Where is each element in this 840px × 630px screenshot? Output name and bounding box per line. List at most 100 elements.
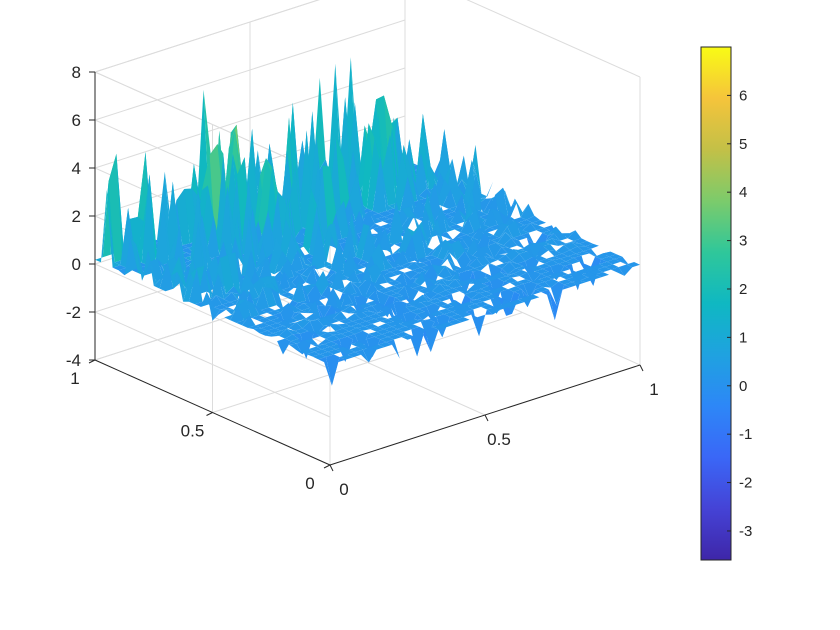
surface-cell (171, 256, 185, 289)
surface-cell (379, 243, 393, 271)
surface-cell (442, 316, 456, 338)
surface-cell (380, 336, 394, 343)
surface-cell (402, 206, 416, 219)
surface-cell (411, 198, 426, 219)
surface-cell (323, 323, 338, 327)
surface-cell (595, 272, 609, 278)
surface-cell (371, 281, 386, 291)
surface-cell (335, 136, 350, 221)
surface-cell (445, 237, 459, 240)
surface-cell (331, 357, 346, 386)
surface-cell (476, 256, 491, 266)
surface-cell (484, 256, 498, 264)
surface-cell (406, 226, 420, 237)
colorbar-tick-label: 1 (739, 329, 747, 346)
surface-cell (350, 281, 364, 299)
surface-cell (518, 219, 533, 226)
surface-cell (494, 286, 508, 292)
surface-cell (451, 309, 466, 315)
surface-cell (288, 303, 302, 313)
surface-cell (438, 214, 453, 225)
surface-cell (396, 272, 411, 280)
surface-cell (346, 313, 361, 322)
surface-cell (517, 279, 532, 284)
surface-cell (385, 267, 399, 272)
surface-cell (575, 269, 590, 275)
surface-cell (478, 273, 493, 291)
surface-cell (458, 188, 472, 222)
surface-cell (366, 318, 380, 324)
surface-cell (112, 265, 127, 271)
surface-cell (561, 230, 576, 239)
surface-cell (460, 218, 475, 235)
surface-cell (354, 330, 369, 350)
surface-cell (452, 232, 467, 240)
surface-cell (539, 276, 553, 282)
surface-cell (424, 291, 438, 300)
surface-cell (382, 218, 397, 224)
surface-cell (428, 278, 442, 286)
surface-cell (499, 226, 514, 238)
surface-cell (258, 256, 273, 282)
surface-cell (567, 230, 582, 241)
surface-cell (589, 253, 603, 257)
surface-cell (388, 250, 403, 265)
surface-cell (302, 300, 316, 314)
surface-cell (265, 315, 279, 321)
surface-cell (450, 237, 465, 243)
surface-cell (450, 209, 465, 225)
surface-cell (438, 308, 452, 315)
surface-cell (270, 288, 285, 312)
surface-cell (159, 261, 174, 292)
surface-cell (409, 334, 423, 357)
surface-cell (436, 179, 451, 207)
surface-cell (178, 228, 193, 276)
surface-cell (206, 291, 221, 321)
surface-cell (176, 189, 191, 246)
surface-cell (563, 242, 578, 250)
surface-cell (374, 317, 388, 322)
surface-cell (467, 144, 482, 194)
surface-cell (364, 323, 379, 330)
surface-cell (303, 188, 317, 254)
surface-cell (573, 255, 588, 275)
surface-cell (541, 289, 555, 321)
surface-cell (422, 294, 437, 302)
surface-cell (515, 220, 529, 236)
surface-cell (296, 303, 310, 311)
surface-cell (501, 220, 515, 227)
surface-cell (473, 164, 488, 199)
surface-cell (402, 250, 417, 263)
surface-cell (404, 286, 419, 305)
surface-cell (517, 297, 532, 303)
surface-cell (223, 216, 238, 267)
surface-cell (532, 256, 547, 262)
y-tick (323, 464, 331, 469)
surface-cell (524, 222, 539, 226)
surface-cell (438, 290, 452, 297)
surface-cell (265, 333, 279, 337)
surface-cell (477, 296, 491, 302)
surface-cell (322, 269, 337, 284)
surface-cell (550, 281, 565, 306)
surface-cell (472, 247, 487, 259)
surface-cell (381, 259, 395, 263)
surface-cell (419, 193, 434, 238)
surface-cell (535, 286, 549, 292)
surface-cell (480, 245, 494, 259)
surface-cell (266, 253, 280, 266)
surface-cell (484, 294, 499, 300)
surface-cell (403, 145, 418, 204)
surface-cell (326, 354, 340, 386)
surface-cell (315, 271, 329, 296)
surface-cell (443, 293, 458, 314)
surface-cell (342, 225, 356, 260)
surface-cell (189, 268, 203, 305)
surface-cell (294, 328, 309, 334)
surface-cell (385, 302, 400, 324)
surface-cell (329, 324, 344, 332)
surface-cell (523, 281, 538, 299)
surface-cell (597, 266, 611, 273)
surface-cell (473, 288, 487, 293)
surface-cell (345, 321, 359, 327)
